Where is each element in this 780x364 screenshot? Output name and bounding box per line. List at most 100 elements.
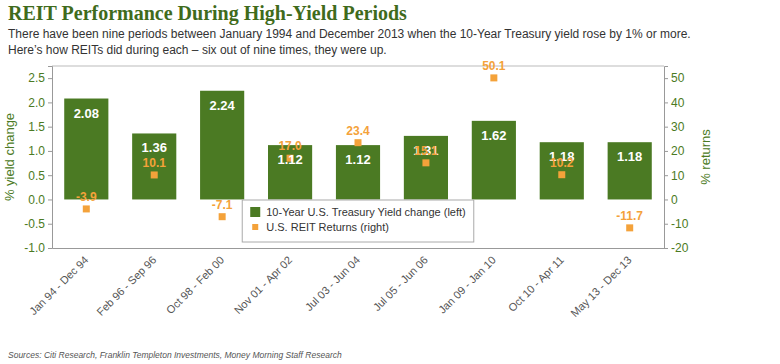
tick-label: -1.0 xyxy=(24,241,45,255)
tick: Jan 09 - Jan 10 xyxy=(436,254,498,316)
marker xyxy=(151,171,158,178)
data-label: 10.1 xyxy=(143,156,167,170)
tick-mark xyxy=(48,78,52,79)
tick-label: Jul 05 - Jun 06 xyxy=(371,254,431,314)
tick-mark xyxy=(664,199,668,200)
tick-label: Jan 94 - Dec 94 xyxy=(27,254,90,317)
data-label: -7.1 xyxy=(212,198,233,212)
data-label: 10.2 xyxy=(550,156,574,170)
marker xyxy=(83,205,90,212)
legend-label: U.S. REIT Returns (right) xyxy=(266,221,389,233)
data-label: 15.1 xyxy=(414,144,438,158)
tick: -0.5 xyxy=(24,217,52,231)
data-label: 1.36 xyxy=(142,140,167,155)
tick-mark xyxy=(664,224,668,225)
bar xyxy=(336,145,380,199)
marker xyxy=(355,139,362,146)
bar xyxy=(472,121,516,200)
tick-label: 2.0 xyxy=(28,96,45,110)
marker xyxy=(422,159,429,166)
tick: 2.0 xyxy=(28,96,52,110)
marker xyxy=(626,224,633,231)
tick-mark xyxy=(48,151,52,152)
tick: 30 xyxy=(664,120,685,134)
tick-mark xyxy=(664,127,668,128)
data-label: 1.18 xyxy=(617,149,642,164)
marker xyxy=(490,74,497,81)
tick-label: Jan 09 - Jan 10 xyxy=(436,254,498,316)
data-label: 1.31 xyxy=(413,143,438,158)
tick-label: 0 xyxy=(671,193,678,207)
data-label: 17.0 xyxy=(278,139,302,153)
tick: 0.0 xyxy=(28,193,52,207)
tick: -10 xyxy=(664,217,689,231)
tick-label: Nov 01 - Apr 02 xyxy=(232,254,295,317)
axis: -20 -10 0 10 20 30 40 50 xyxy=(664,67,689,256)
tick-label: May 13 - Dec 13 xyxy=(568,254,634,320)
tick: -20 xyxy=(664,241,689,255)
tick: Jul 03 - Jun 04 xyxy=(303,254,363,314)
data-label: 1.12 xyxy=(277,152,302,167)
tick-label: 1.5 xyxy=(28,120,45,134)
tick: 50 xyxy=(664,71,685,85)
tick: Nov 01 - Apr 02 xyxy=(232,254,295,317)
x-axis: Jan 94 - Dec 94Feb 96 - Sep 96Oct 98 - F… xyxy=(27,249,664,320)
axis-line xyxy=(53,248,665,249)
tick-label: 30 xyxy=(671,120,685,134)
data-label: 50.1 xyxy=(482,59,506,73)
tick-label: Oct 10 - Apr 11 xyxy=(506,254,566,314)
tick: Oct 10 - Apr 11 xyxy=(506,254,566,314)
tick-mark xyxy=(48,127,52,128)
tick-label: -0.5 xyxy=(24,217,45,231)
data-label: 2.24 xyxy=(209,98,235,113)
data-labels: 2.081.362.241.121.121.311.621.181.18-3.9… xyxy=(74,59,644,223)
bar xyxy=(404,136,448,200)
subtitle: There have been nine periods between Jan… xyxy=(8,27,691,41)
tick-label: Feb 96 - Sep 96 xyxy=(94,254,158,318)
tick-label: Oct 98 - Feb 00 xyxy=(164,254,227,317)
legend-swatch xyxy=(250,207,260,217)
data-label: 23.4 xyxy=(346,124,370,138)
tick-label: 10 xyxy=(671,169,685,183)
axis: -1.0 -0.5 0.0 0.5 1.0 1.5 2.0 2.5 xyxy=(24,67,52,256)
tick-label: 1.0 xyxy=(28,144,45,158)
legend-swatch xyxy=(252,224,258,230)
legend: 10-Year U.S. Treasury Yield change (left… xyxy=(242,200,474,242)
tick-label: Jul 03 - Jun 04 xyxy=(303,254,363,314)
tick-label: 20 xyxy=(671,144,685,158)
tick: 10 xyxy=(664,169,685,183)
legend-label: 10-Year U.S. Treasury Yield change (left… xyxy=(266,206,466,218)
subtitle: Here’s how REITs did during each – six o… xyxy=(8,43,387,57)
tick: 1.5 xyxy=(28,120,52,134)
tick: Feb 96 - Sep 96 xyxy=(94,254,158,318)
tick: 1.0 xyxy=(28,144,52,158)
axis-title: % yield change xyxy=(2,113,17,201)
tick: 20 xyxy=(664,144,685,158)
bar xyxy=(268,145,312,199)
tick-label: 0.0 xyxy=(28,193,45,207)
tick-mark xyxy=(664,102,668,103)
tick: 0.5 xyxy=(28,169,52,183)
bar xyxy=(64,99,108,200)
tick-label: 2.5 xyxy=(28,71,45,85)
tick-mark xyxy=(48,102,52,103)
tick-mark xyxy=(48,199,52,200)
tick-label: 0.5 xyxy=(28,169,45,183)
tick: Oct 98 - Feb 00 xyxy=(164,254,227,317)
plot-marks xyxy=(64,74,652,231)
tick: 2.5 xyxy=(28,71,52,85)
tick-mark xyxy=(48,248,52,249)
tick-mark xyxy=(664,151,668,152)
data-label: -11.7 xyxy=(616,209,643,223)
axis-line xyxy=(48,67,53,249)
tick-mark xyxy=(48,224,52,225)
tick-mark xyxy=(48,175,52,176)
title: REIT Performance During High-Yield Perio… xyxy=(8,2,407,25)
tick-mark xyxy=(664,248,668,249)
tick-mark xyxy=(664,78,668,79)
tick: Jul 05 - Jun 06 xyxy=(371,254,431,314)
tick: Jan 94 - Dec 94 xyxy=(27,254,90,317)
tick-label: 40 xyxy=(671,96,685,110)
data-label: -3.9 xyxy=(76,190,97,204)
chart: REIT Performance During High-Yield Perio… xyxy=(0,0,780,364)
